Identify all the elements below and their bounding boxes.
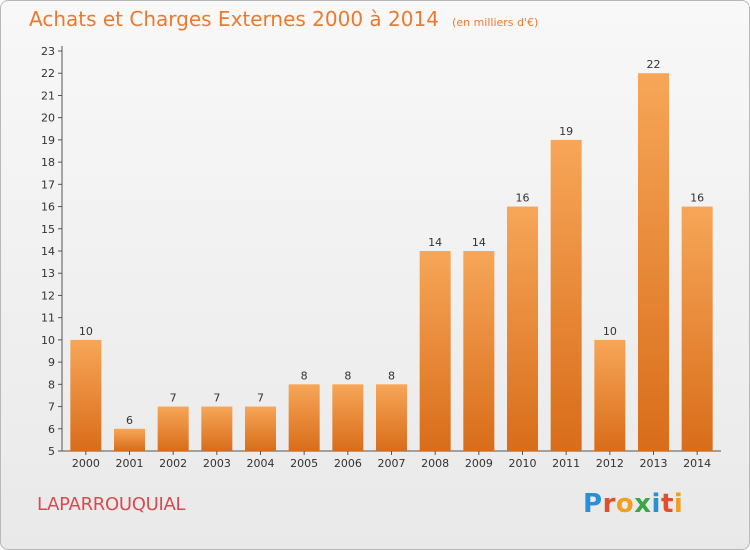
data-label: 19 bbox=[559, 125, 573, 138]
x-tick-label: 2002 bbox=[159, 457, 187, 470]
y-tick-label: 9 bbox=[48, 356, 55, 369]
value-labels: 10 6 7 7 7 8 8 8 14 14 16 19 10 22 16 bbox=[79, 58, 704, 427]
bars bbox=[70, 73, 713, 451]
data-label: 10 bbox=[603, 325, 617, 338]
x-tick-label: 2008 bbox=[421, 457, 449, 470]
logo-letter: P bbox=[583, 489, 603, 519]
y-tick-label: 20 bbox=[41, 112, 55, 125]
data-label: 16 bbox=[690, 192, 704, 205]
bar bbox=[157, 406, 189, 451]
data-label: 7 bbox=[257, 392, 264, 405]
data-label: 6 bbox=[126, 414, 133, 427]
x-tick-label: 2006 bbox=[334, 457, 362, 470]
y-axis: 5 6 7 8 9 10 11 12 13 14 15 16 17 18 19 20 21 22 23 bbox=[41, 45, 63, 458]
y-tick-label: 14 bbox=[41, 245, 55, 258]
data-label: 22 bbox=[647, 58, 661, 71]
x-tick-label: 2001 bbox=[116, 457, 144, 470]
bar bbox=[376, 384, 407, 451]
x-tick-label: 2009 bbox=[465, 457, 493, 470]
logo-letter: t bbox=[660, 489, 674, 519]
bar bbox=[245, 406, 276, 451]
x-tick-label: 2003 bbox=[203, 457, 231, 470]
y-tick-label: 6 bbox=[48, 423, 55, 436]
y-tick-label: 19 bbox=[41, 134, 55, 147]
y-tick-label: 12 bbox=[41, 289, 55, 302]
y-tick-label: 22 bbox=[41, 67, 55, 80]
data-label: 7 bbox=[213, 392, 220, 405]
y-tick-label: 21 bbox=[41, 89, 55, 102]
x-tick-label: 2000 bbox=[72, 457, 100, 470]
data-label: 10 bbox=[79, 325, 93, 338]
proxiti-logo: Proxiti bbox=[583, 489, 683, 519]
bar bbox=[594, 339, 626, 451]
logo-letter: i bbox=[651, 489, 661, 519]
commune-name: LAPARROUQUIAL bbox=[37, 494, 186, 515]
x-tick-label: 2012 bbox=[596, 457, 624, 470]
y-tick-label: 15 bbox=[41, 223, 55, 236]
bar bbox=[638, 73, 669, 451]
y-tick-label: 11 bbox=[41, 312, 55, 325]
data-label: 8 bbox=[388, 369, 395, 382]
data-label: 7 bbox=[170, 392, 177, 405]
bar bbox=[288, 384, 320, 451]
bar bbox=[419, 251, 451, 451]
x-tick-label: 2004 bbox=[247, 457, 275, 470]
bar bbox=[70, 339, 102, 451]
bar bbox=[550, 139, 582, 451]
y-tick-label: 7 bbox=[48, 401, 55, 414]
y-tick-label: 16 bbox=[41, 201, 55, 214]
chart-subtitle: (en milliers d'€) bbox=[452, 16, 539, 29]
logo-letter: o bbox=[615, 489, 635, 519]
logo-letter: i bbox=[673, 489, 684, 519]
data-label: 8 bbox=[301, 369, 308, 382]
y-tick-label: 10 bbox=[41, 334, 55, 347]
x-tick-label: 2013 bbox=[640, 457, 668, 470]
y-tick-label: 13 bbox=[41, 267, 55, 280]
y-tick-label: 17 bbox=[41, 178, 55, 191]
bar bbox=[681, 206, 713, 451]
data-label: 14 bbox=[428, 236, 442, 249]
bar bbox=[114, 428, 145, 451]
chart-title: Achats et Charges Externes 2000 à 2014 bbox=[29, 7, 439, 31]
data-label: 16 bbox=[516, 192, 530, 205]
x-tick-label: 2014 bbox=[683, 457, 711, 470]
data-label: 14 bbox=[472, 236, 486, 249]
x-tick-label: 2007 bbox=[378, 457, 406, 470]
x-tick-label: 2011 bbox=[552, 457, 580, 470]
bar bbox=[201, 406, 233, 451]
bar bbox=[332, 384, 364, 451]
bar bbox=[463, 251, 495, 451]
x-tick-label: 2010 bbox=[509, 457, 537, 470]
title-row: Achats et Charges Externes 2000 à 2014 (… bbox=[29, 7, 538, 31]
y-tick-label: 23 bbox=[41, 45, 55, 58]
x-axis: 2000 2001 2002 2003 2004 2005 2006 2007 2008 2009… bbox=[62, 450, 721, 470]
bar bbox=[507, 206, 538, 451]
y-tick-label: 18 bbox=[41, 156, 55, 169]
logo-letter: r bbox=[602, 489, 616, 519]
y-tick-label: 5 bbox=[48, 445, 55, 458]
data-label: 8 bbox=[344, 369, 351, 382]
y-tick-label: 8 bbox=[48, 378, 55, 391]
logo-letter: x bbox=[634, 489, 652, 519]
x-tick-label: 2005 bbox=[290, 457, 318, 470]
